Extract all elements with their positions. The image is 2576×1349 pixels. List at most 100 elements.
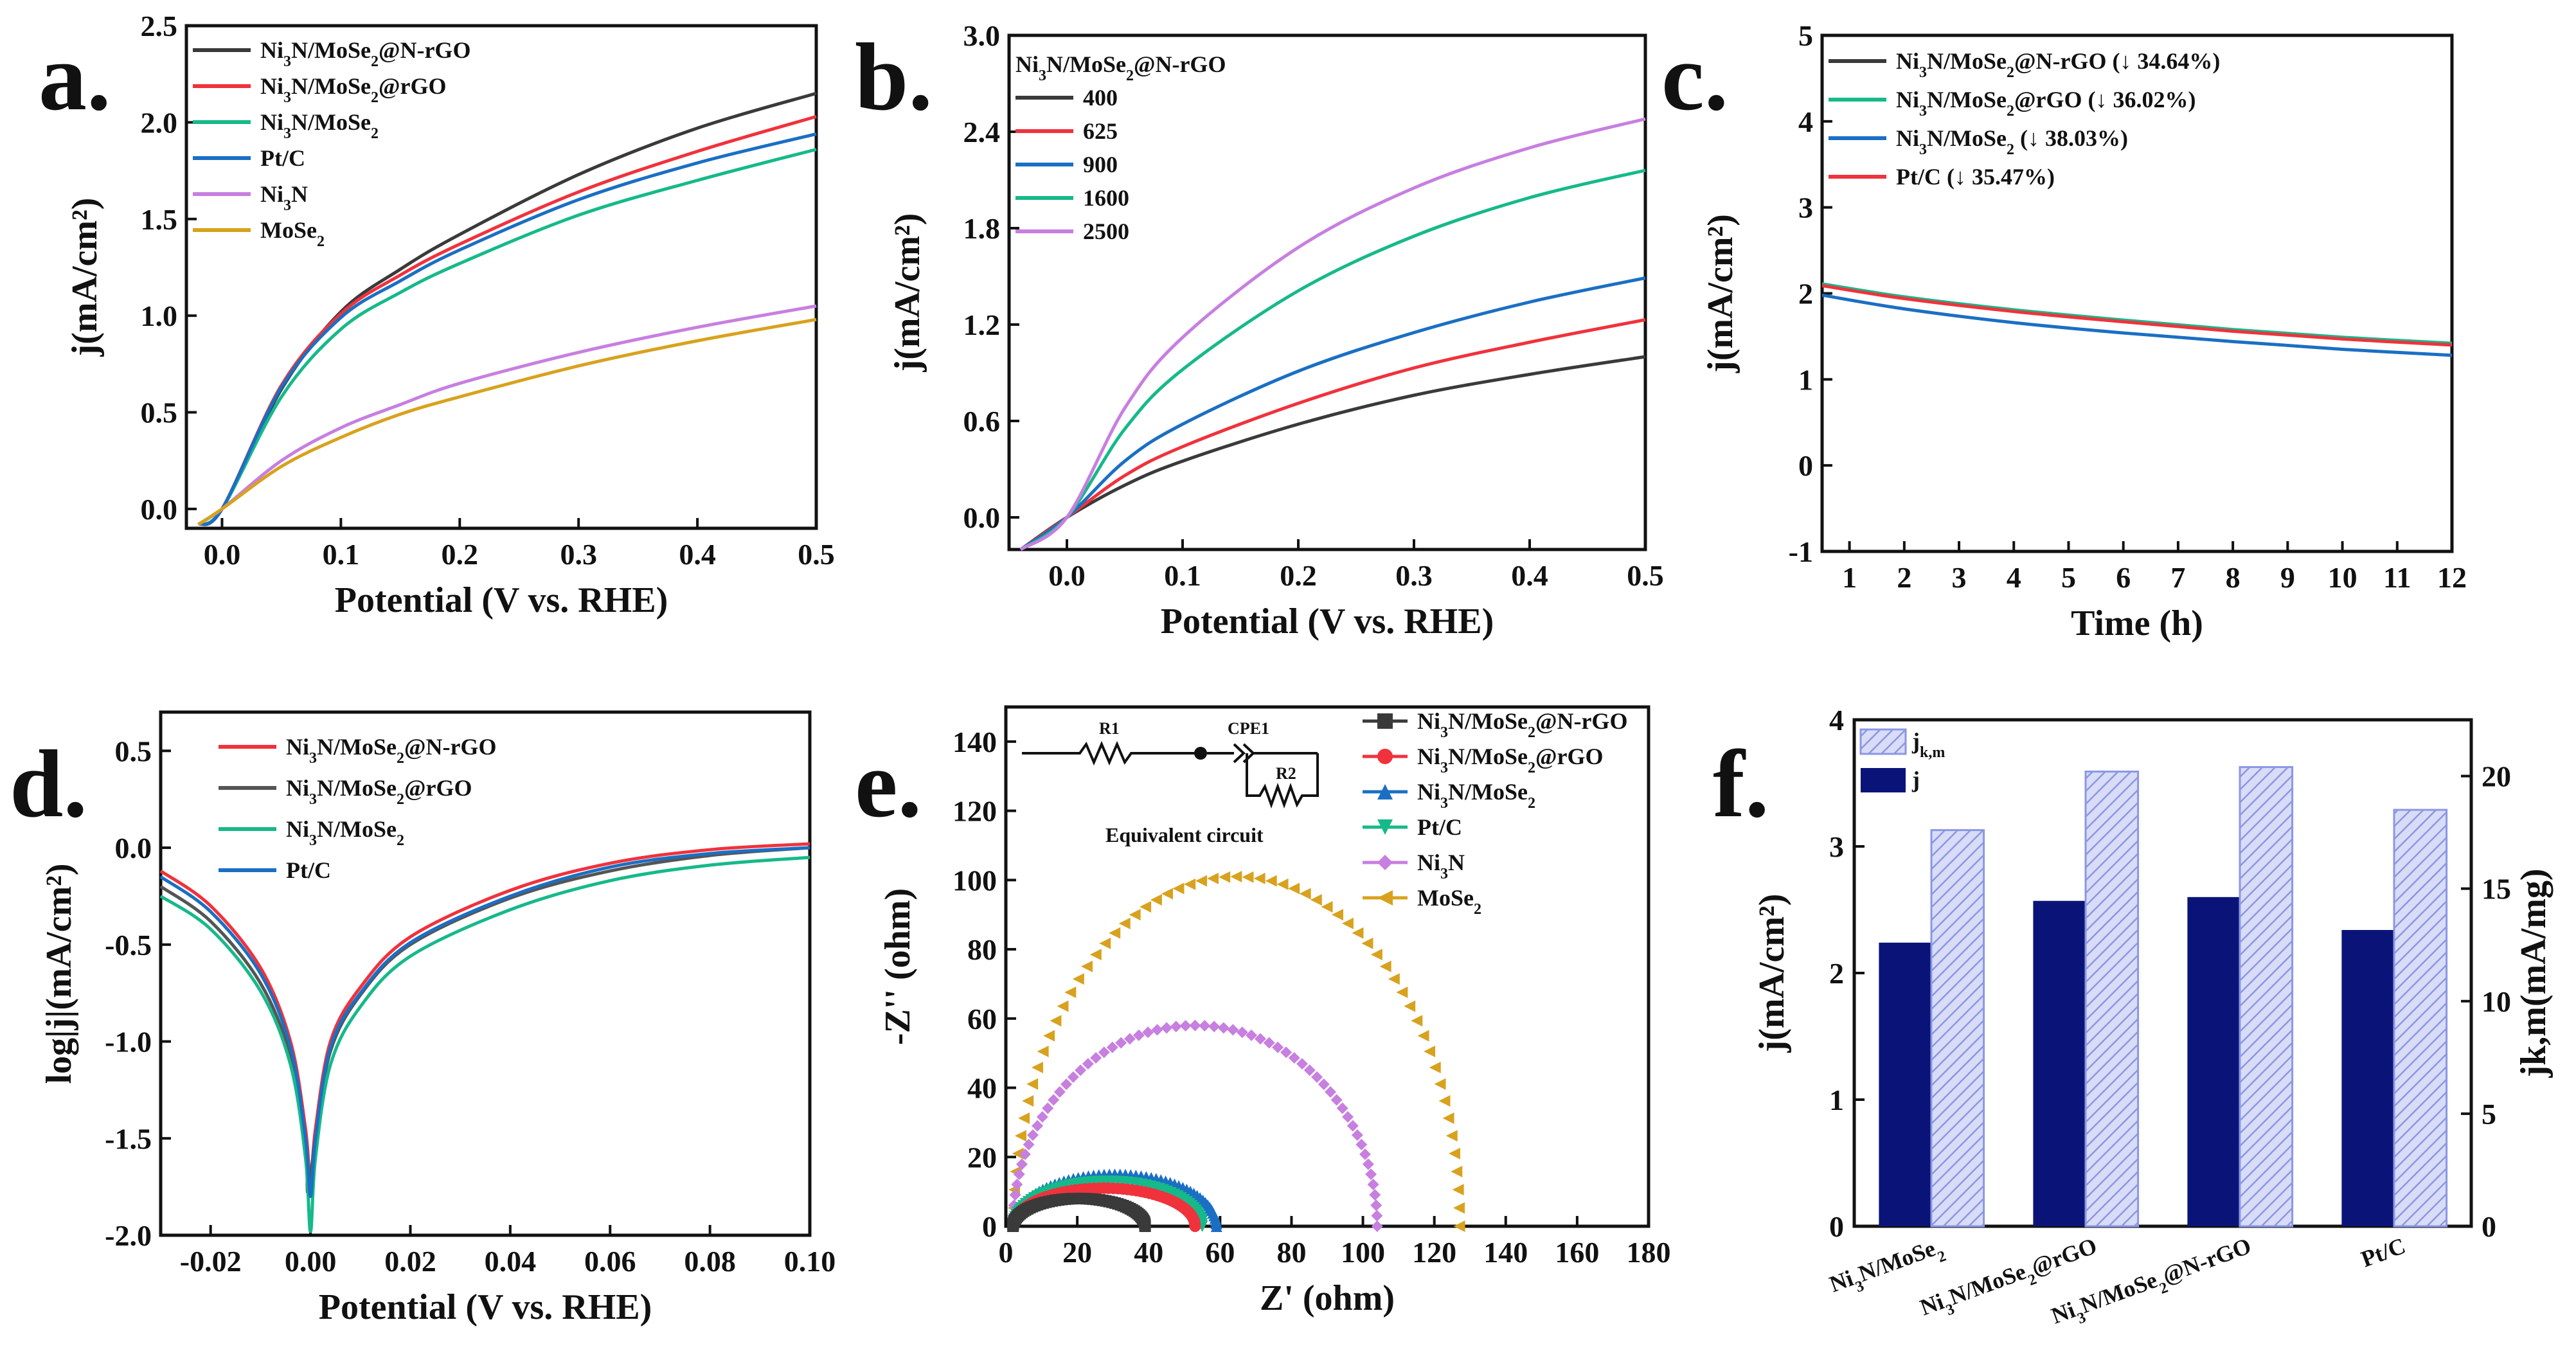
bar-j-1 xyxy=(2033,900,2086,1226)
y-tick-label: 120 xyxy=(953,795,997,828)
data-point xyxy=(1303,1064,1316,1077)
data-point xyxy=(1451,1165,1463,1177)
data-point xyxy=(1032,1120,1044,1132)
data-point xyxy=(1367,1179,1379,1191)
legend-label-3: Pt/C (↓ 35.47%) xyxy=(1896,164,2055,190)
legend-label-1: 625 xyxy=(1083,118,1118,144)
panel-label-e: e. xyxy=(855,731,922,837)
legend-label-0: Ni3N/MoSe2@N-rGO xyxy=(1417,708,1627,741)
data-point xyxy=(1050,1015,1062,1027)
x-tick-label: 4 xyxy=(2007,561,2021,594)
data-point xyxy=(1404,1000,1416,1012)
y-tick-label: 2 xyxy=(1798,278,1813,310)
series-line-1 xyxy=(197,114,817,526)
data-point xyxy=(1379,960,1391,972)
x-tick-label: 140 xyxy=(1483,1236,1528,1269)
data-point xyxy=(1179,1020,1192,1032)
circuit-node xyxy=(1194,747,1207,760)
data-point xyxy=(1434,1078,1446,1090)
data-point xyxy=(1139,1220,1151,1232)
data-point xyxy=(1057,1000,1069,1012)
data-point xyxy=(1424,1045,1436,1057)
data-point xyxy=(1429,1062,1441,1074)
bar-j-3 xyxy=(2341,930,2394,1226)
legend-label-5: MoSe2 xyxy=(1417,885,1481,918)
legend-marker-4 xyxy=(1377,855,1393,870)
series-line-0 xyxy=(1019,355,1646,551)
data-point xyxy=(1370,949,1382,961)
data-point xyxy=(1150,894,1162,906)
data-point xyxy=(1013,1168,1025,1181)
y-axis-title: j(mA/cm²) xyxy=(65,198,105,357)
panel-a-chart: 0.0 0.5 1.0 1.5 2.0 2.5 0.0 0.1 0.2 0.3 0.4 0.5 Pote… xyxy=(65,10,835,620)
y-axis-title: log|j|(mA/cm²) xyxy=(39,863,79,1084)
data-point xyxy=(1369,1189,1381,1201)
data-point xyxy=(1199,1020,1211,1032)
data-point xyxy=(1089,949,1102,961)
series-line-3 xyxy=(197,132,817,526)
data-point xyxy=(1253,872,1266,884)
data-point xyxy=(1296,1058,1308,1070)
data-point xyxy=(1082,1058,1094,1070)
x-tick-label: 120 xyxy=(1412,1236,1456,1269)
y-tick-label: 5 xyxy=(1798,19,1813,52)
y-tick-label: 0 xyxy=(1798,449,1813,482)
panel-label-a: a. xyxy=(39,24,111,130)
data-point xyxy=(1370,1199,1382,1211)
data-point xyxy=(1325,1085,1337,1098)
legend-label-1: Ni3N/MoSe2@rGO xyxy=(260,73,446,106)
data-point xyxy=(1098,1046,1110,1059)
data-point xyxy=(1123,1033,1136,1045)
y-tick-label: 0.6 xyxy=(963,405,1001,438)
data-point xyxy=(1142,1026,1154,1039)
y-tick-label: -1.5 xyxy=(105,1122,152,1155)
y-tick-label: 0.5 xyxy=(115,735,152,767)
legend-label-3: 1600 xyxy=(1083,185,1129,211)
data-point xyxy=(1276,878,1289,890)
data-point xyxy=(1099,937,1111,949)
circuit-r1-label: R1 xyxy=(1099,719,1120,738)
legend-marker-2 xyxy=(1377,784,1393,800)
series-line-2 xyxy=(1019,276,1646,551)
data-point xyxy=(1172,882,1185,895)
y-tick-label: 1.0 xyxy=(141,299,178,332)
x-tick-label: 0.5 xyxy=(798,538,835,571)
legend-marker-3 xyxy=(1377,819,1393,835)
data-point xyxy=(1048,1094,1060,1106)
equivalent-circuit: R1 CPE1 R2 Equivalent circuit xyxy=(1022,719,1319,846)
y2-tick-label: 10 xyxy=(2482,985,2511,1018)
legend-swatch-j xyxy=(1861,768,1906,792)
data-point xyxy=(1170,1021,1182,1033)
y-tick-label: -1.0 xyxy=(105,1026,152,1059)
y-tick-label: 1.5 xyxy=(141,203,178,236)
data-point xyxy=(1280,1046,1292,1059)
y-tick-label: 80 xyxy=(967,933,997,966)
data-point xyxy=(1184,878,1196,890)
legend-label-5: MoSe2 xyxy=(260,217,325,250)
series-line-2 xyxy=(197,148,817,526)
y2-tick-label: 0 xyxy=(2482,1210,2496,1243)
bar-jkm-3 xyxy=(2393,809,2448,1228)
legend-marker-1 xyxy=(1377,749,1393,764)
bar-jkm-0 xyxy=(1930,829,1985,1228)
plot-frame xyxy=(159,710,812,1237)
x-tick-label: 0.06 xyxy=(584,1245,636,1278)
data-point xyxy=(1362,1158,1374,1170)
data-point xyxy=(1219,871,1231,883)
data-point xyxy=(1118,917,1131,929)
y-tick-label: 40 xyxy=(967,1072,997,1105)
legend-label-4: 2500 xyxy=(1083,219,1129,244)
x-tick-label: 12 xyxy=(2437,561,2467,594)
data-point xyxy=(1161,888,1174,900)
data-point xyxy=(1208,1021,1221,1033)
y-tick-label: 0.0 xyxy=(141,493,178,526)
data-point xyxy=(1151,1024,1163,1036)
x-tick-label: 40 xyxy=(1134,1236,1163,1269)
panel-label-c: c. xyxy=(1661,24,1728,130)
data-point xyxy=(1346,1120,1359,1132)
legend-label-2: Ni3N/MoSe2 (↓ 38.03%) xyxy=(1896,125,2128,158)
data-point xyxy=(1396,986,1408,998)
data-point xyxy=(1015,1158,1028,1170)
x-tick-label: 0.4 xyxy=(1511,559,1548,592)
